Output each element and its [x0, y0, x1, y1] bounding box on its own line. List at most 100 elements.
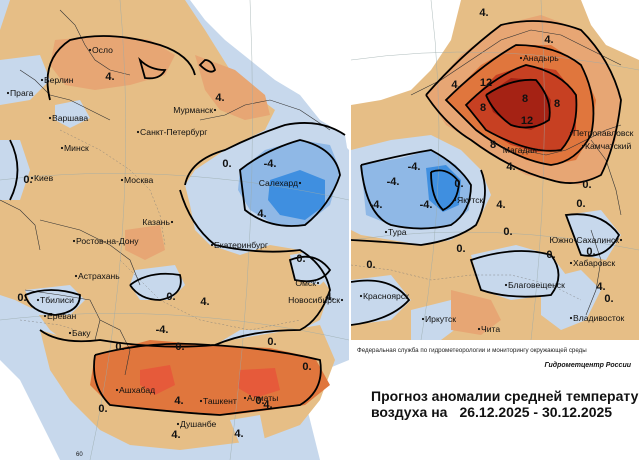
city-label: Киев: [34, 173, 54, 183]
city-label: Чита: [481, 324, 500, 334]
right-cities: Анадырь Петропавловск Камчатский Магадан Яку…: [359, 53, 634, 334]
city-label: Мурманск: [173, 105, 213, 115]
weak-cold-baltic: [55, 100, 90, 128]
city-label: Ростов-на-Дону: [76, 236, 139, 246]
right-map-panel: 4. 4. 4. 8 12 12 8 8 8 4. 4. 0. 0. -4. -4. -4. -4. 0. 0. 0.…: [351, 0, 639, 340]
city-label: Ереван: [47, 311, 77, 321]
agency-name: Федеральная служба по гидрометеорологии …: [357, 347, 587, 354]
isoline-label: 8: [522, 93, 528, 105]
hot-central-asia: [90, 340, 330, 415]
isolines: [9, 35, 346, 416]
city-label: Ашхабад: [119, 385, 155, 395]
city-label: Казань: [142, 217, 170, 227]
strong-cold-siberia: [268, 170, 325, 220]
city-label: Южно-Сахалинск: [550, 235, 620, 245]
city-dot: [384, 230, 388, 234]
borders: [351, 264, 582, 301]
outside-domain-top-left: [351, 0, 461, 105]
isoline-label: 8: [480, 102, 486, 114]
city-label: Екатеринбург: [214, 240, 268, 250]
isoline-label: 12: [480, 77, 492, 89]
city-label: Тбилиси: [40, 295, 74, 305]
city-dot: [340, 298, 344, 302]
forecast-title-line2: воздуха на 26.12.2025 - 30.12.2025: [371, 404, 624, 420]
isolines: [351, 20, 622, 326]
outside-domain: [190, 0, 349, 150]
left-isoline-labels: 4.0.0.-4.4.0.0. 0.-4.0. 0. 0.0.0.4. 4.4. 4.4.…: [17, 71, 334, 441]
isoline-label: 0.: [366, 259, 375, 271]
city-label: Осло: [92, 45, 113, 55]
city-dot: [136, 130, 140, 134]
city-label: Магадан: [503, 145, 538, 155]
city-dot: [43, 314, 47, 318]
isoline-label: 0.: [546, 249, 555, 261]
city-dot: [72, 239, 76, 243]
city-dot: [569, 261, 573, 265]
borders: [19, 129, 301, 336]
city-label: Петропавловск: [573, 128, 634, 138]
city-dot: [243, 396, 247, 400]
info-box: Федеральная служба по гидрометеорологии …: [351, 340, 639, 460]
city-dot: [115, 388, 119, 392]
grid-label: 60: [76, 452, 83, 458]
city-label: Алматы: [247, 393, 278, 403]
city-dot: [30, 176, 34, 180]
city-dot: [74, 274, 78, 278]
title-prefix: воздуха на: [371, 404, 448, 420]
city-label: Салехард: [259, 178, 298, 188]
isoline-label: 0.: [503, 226, 512, 238]
coastlines: [0, 9, 331, 376]
city-dot: [213, 108, 217, 112]
city-label: Варшава: [52, 113, 88, 123]
city-dot: [48, 116, 52, 120]
isoline-label: 4.: [596, 281, 605, 293]
warm-spot-south-russia: [125, 225, 165, 260]
city-dot: [88, 48, 92, 52]
very-hot-spot-east: [238, 368, 280, 398]
isoline-label: 0.: [586, 246, 595, 258]
isoline-label: 4.: [174, 395, 183, 407]
city-label: Новосибирск: [288, 295, 340, 305]
city-label: Минск: [64, 143, 89, 153]
city-dot: [453, 198, 457, 202]
left-cities: Осло Берлин Прага Варшава Мурманск Санкт-Пете…: [6, 45, 344, 429]
city-dot: [68, 331, 72, 335]
city-dot: [6, 91, 10, 95]
weak-cold-pamir: [230, 415, 265, 445]
isoline-label: 0.: [115, 341, 124, 353]
isoline-label: 4.: [496, 199, 505, 211]
isoline-label: -4.: [387, 176, 400, 188]
city-label: Омск: [295, 278, 316, 288]
city-label: Анадырь: [523, 53, 559, 63]
city-dot: [569, 316, 573, 320]
weak-cold-west-2: [0, 140, 30, 200]
city-dot: [519, 56, 523, 60]
isoline-label: 8: [554, 98, 560, 110]
isoline-label: 0.: [23, 174, 32, 186]
left-map: 4.0.0.-4.4.0.0. 0.-4.0. 0. 0.0.0.4. 4.4. 4.4.…: [0, 0, 349, 460]
isoline-label: 0.: [98, 403, 107, 415]
isoline-label: 4.: [451, 79, 460, 91]
city-dot: [60, 146, 64, 150]
isoline-label: -4.: [420, 199, 433, 211]
isoline-label: 0.: [302, 361, 311, 373]
isoline-label: 0.: [456, 243, 465, 255]
isoline-label: 4.: [105, 71, 114, 83]
isoline-label: 0.: [175, 341, 184, 353]
isoline-label: 0.: [255, 395, 264, 407]
outside-domain-top-right: [581, 0, 639, 60]
isoline-label: 4.: [263, 399, 272, 411]
city-label: Хабаровск: [573, 258, 615, 268]
city-label: Тура: [388, 227, 407, 237]
isoline-label: 8: [490, 139, 496, 151]
isoline-label: 4.: [234, 428, 243, 440]
isoline-label: 0.: [454, 178, 463, 190]
weak-cold-baikal: [411, 300, 461, 340]
isoline-label: 0.: [166, 291, 175, 303]
isoline-label: -4.: [370, 199, 383, 211]
isoline-label: -4.: [156, 324, 169, 336]
city-dot: [359, 294, 363, 298]
city-label: Красноярск: [363, 291, 409, 301]
